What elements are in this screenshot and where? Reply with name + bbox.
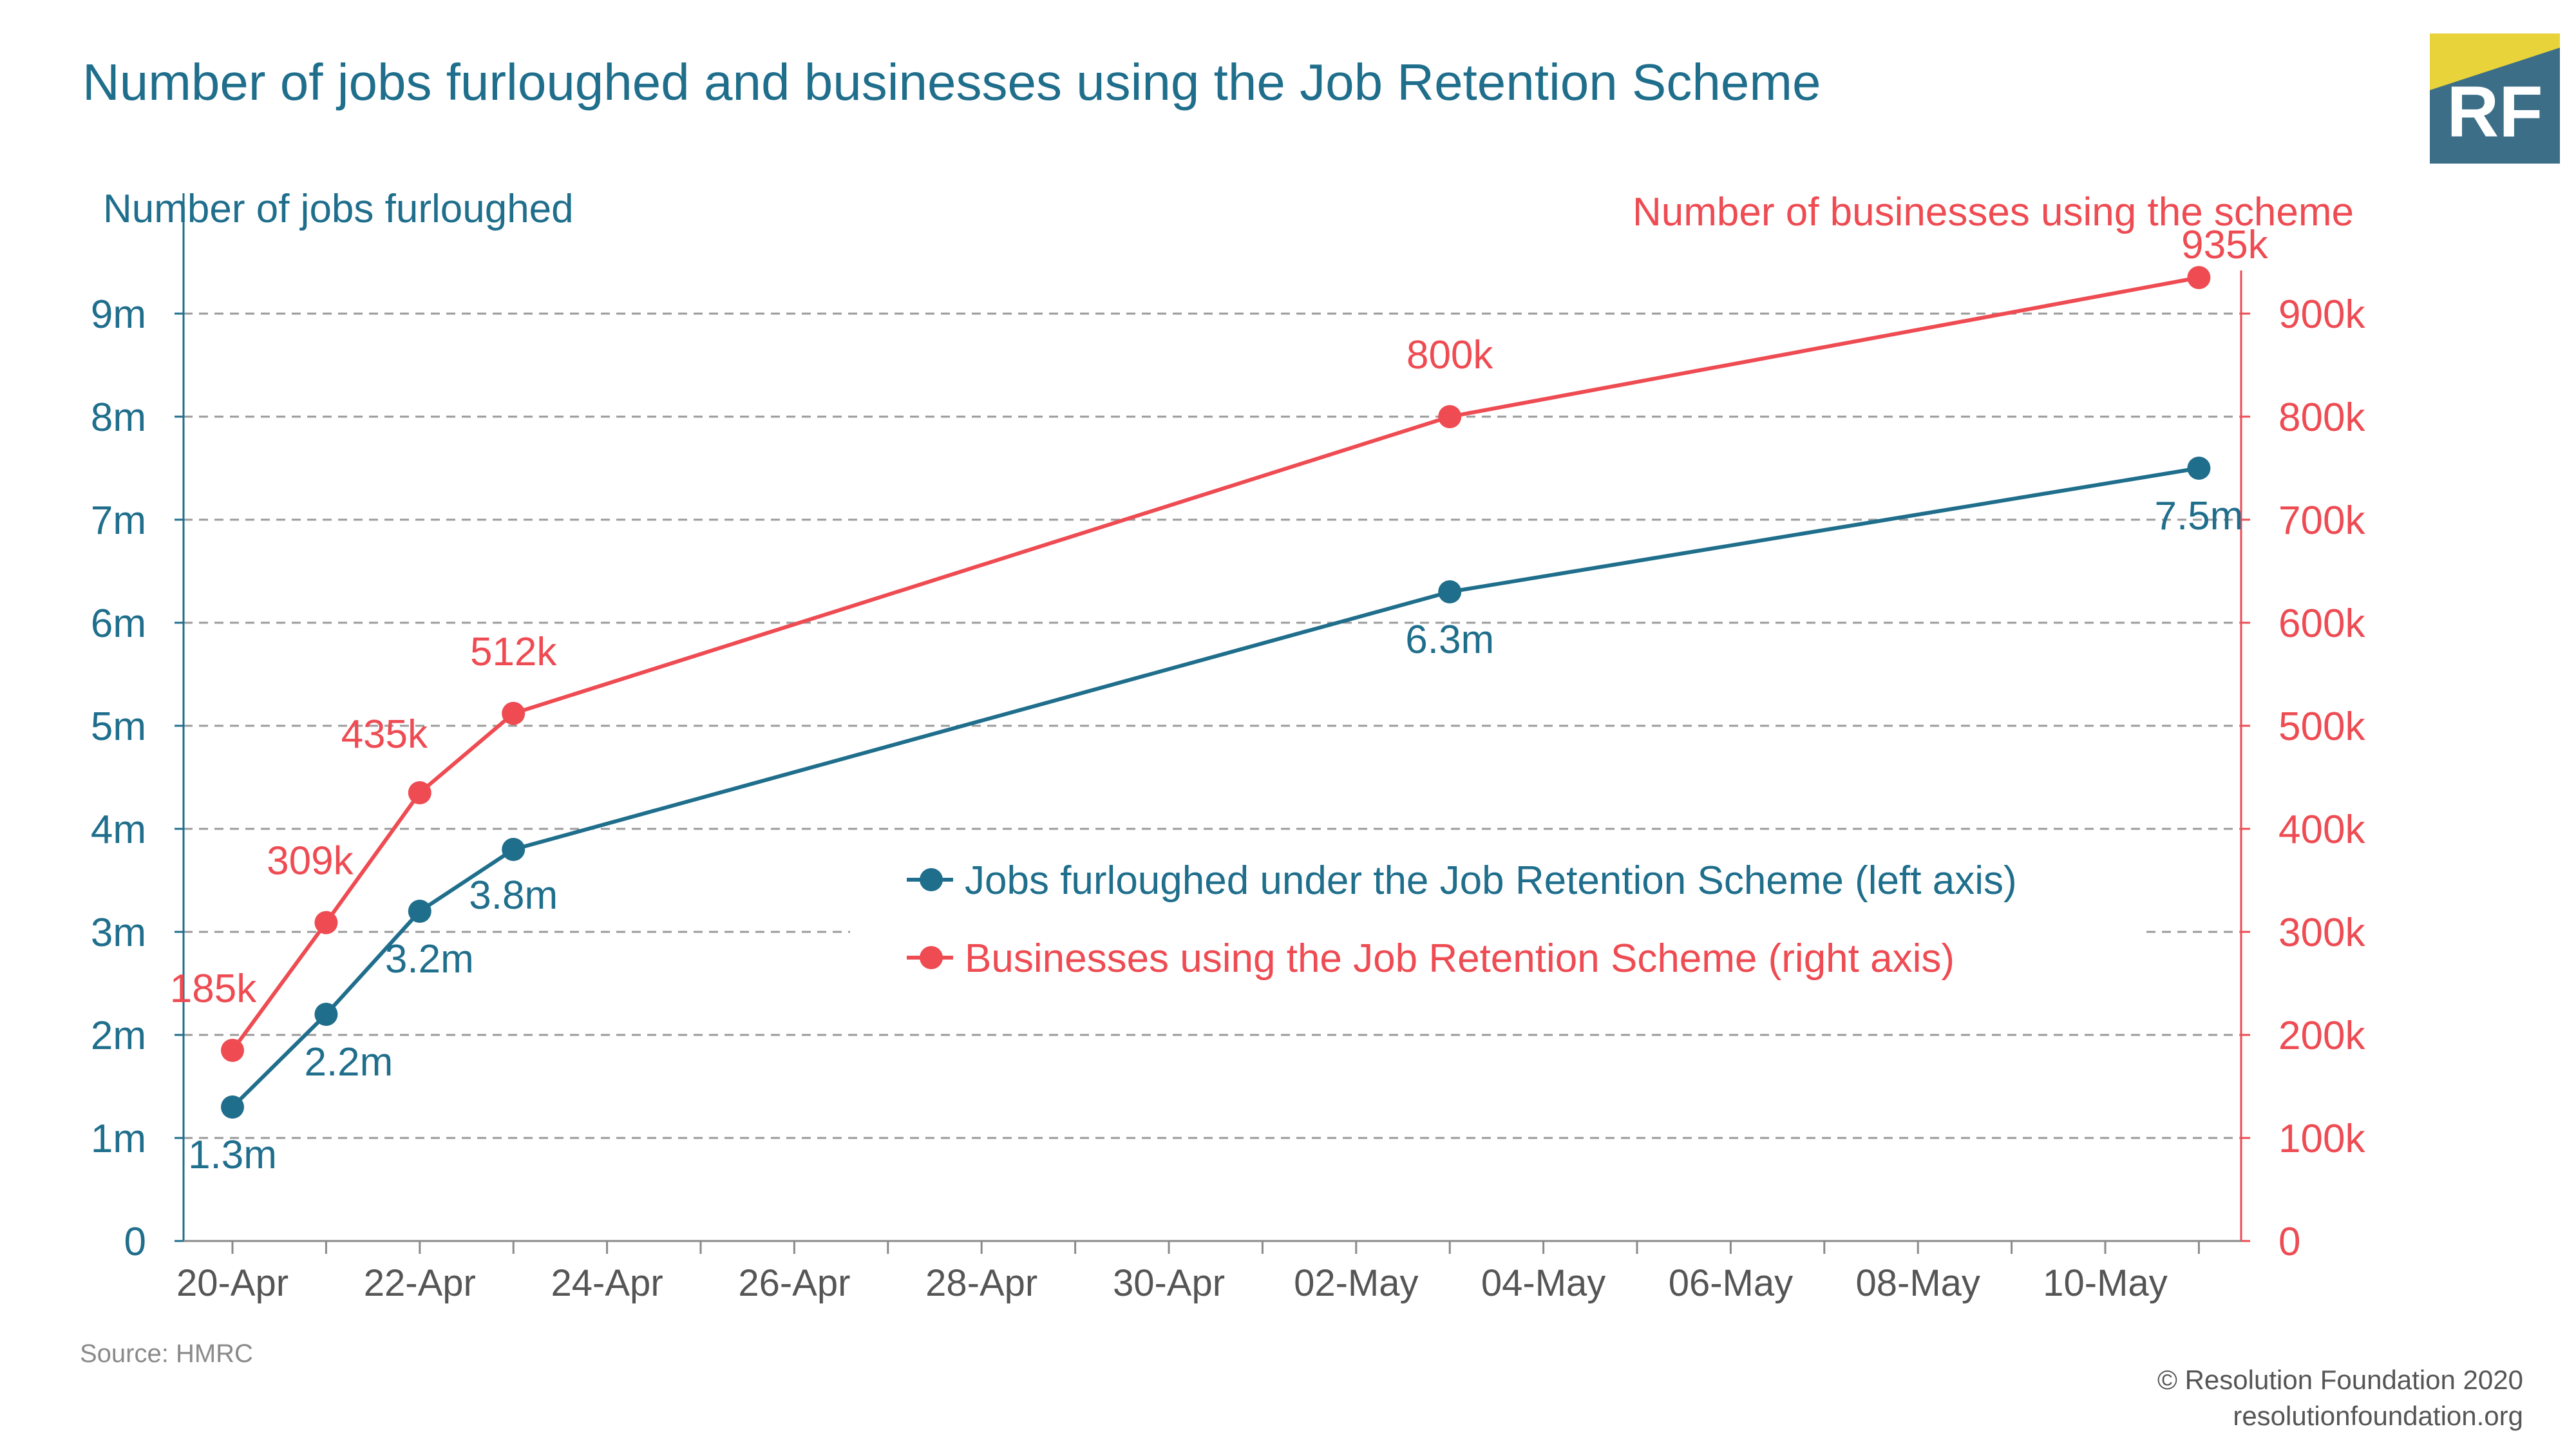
logo-text: RF: [2447, 71, 2543, 152]
left-tick-label: 2m: [91, 1014, 146, 1058]
businesses-line: [231, 276, 2199, 1052]
x-tick-label: 26-Apr: [738, 1262, 850, 1304]
right-tick-label: 400k: [2278, 808, 2365, 852]
jobs-data-point: [1438, 580, 1462, 603]
x-tick-label: 20-Apr: [176, 1262, 289, 1304]
x-tick-label: 24-Apr: [551, 1262, 663, 1304]
resolution-foundation-logo: RF: [2430, 33, 2560, 164]
footer: © Resolution Foundation 2020 resolutionf…: [2157, 1362, 2523, 1434]
businesses-data-point: [221, 1039, 244, 1062]
jobs-data-point: [502, 838, 526, 861]
data-label: 935k: [2181, 223, 2268, 267]
data-label: 7.5m: [2154, 494, 2243, 538]
jobs-furloughed-line: [231, 466, 2199, 1109]
left-tick-label: 8m: [91, 395, 146, 440]
legend-marker: [920, 946, 943, 969]
data-label: 800k: [1406, 333, 1493, 377]
x-tick-label: 02-May: [1294, 1262, 1418, 1304]
right-axis-label: Number of businesses using the scheme: [1633, 190, 2354, 234]
left-tick-label: 1m: [91, 1117, 146, 1161]
right-tick-label: 100k: [2278, 1117, 2365, 1161]
legend: Jobs furloughed under the Job Retention …: [850, 841, 2145, 981]
businesses-data-point: [502, 701, 526, 725]
left-axis-ticks: 0 1m 2m 3m 4m 5m 6m 7m 8m 9m: [91, 292, 184, 1264]
businesses-data-point: [408, 781, 431, 804]
x-tick-label: 22-Apr: [364, 1262, 476, 1304]
left-tick-label: 5m: [91, 705, 146, 749]
left-tick-label: 6m: [91, 601, 146, 646]
data-label: 309k: [267, 839, 354, 884]
left-tick-label: 9m: [91, 292, 146, 337]
logo-accent: [2430, 33, 2560, 90]
businesses-data-point: [2187, 266, 2211, 289]
right-tick-label: 0: [2278, 1220, 2300, 1264]
source-note: Source: HMRC: [80, 1340, 253, 1368]
right-tick-label: 700k: [2278, 498, 2365, 543]
jobs-data-point: [408, 900, 431, 923]
legend-background: [850, 919, 2145, 977]
x-tick-label: 04-May: [1481, 1262, 1605, 1304]
right-tick-label: 500k: [2278, 705, 2365, 749]
x-tick-label: 06-May: [1669, 1262, 1793, 1304]
data-label: 435k: [341, 712, 428, 757]
data-label: 2.2m: [304, 1040, 393, 1084]
axes: [182, 193, 2242, 1242]
data-label: 1.3m: [188, 1133, 277, 1177]
x-tick-label: 08-May: [1855, 1262, 1980, 1304]
data-label: 512k: [470, 630, 557, 674]
data-label: 3.2m: [385, 937, 474, 981]
left-tick-label: 0: [124, 1220, 146, 1264]
left-tick-label: 4m: [91, 808, 146, 852]
data-label: 6.3m: [1405, 618, 1494, 662]
legend-label: Jobs furloughed under the Job Retention …: [965, 858, 2017, 903]
right-tick-label: 300k: [2278, 911, 2365, 955]
left-axis-label: Number of jobs furloughed: [103, 187, 574, 231]
right-axis-ticks: 0 100k 200k 300k 400k 500k 600k 700k 800k 900k: [2241, 292, 2365, 1264]
x-tick-label: 28-Apr: [925, 1262, 1037, 1304]
x-tick-label: 30-Apr: [1113, 1262, 1225, 1304]
left-tick-label: 7m: [91, 498, 146, 543]
website-text: resolutionfoundation.org: [2233, 1401, 2523, 1431]
right-tick-label: 200k: [2278, 1014, 2365, 1058]
legend-marker: [920, 868, 943, 891]
jobs-data-point: [2187, 457, 2211, 480]
x-axis-ticks: 20-Apr 22-Apr 24-Apr 26-Apr 28-Apr 30-Apr 02-M…: [176, 1241, 2200, 1304]
data-label: 3.8m: [469, 873, 558, 918]
chart-title: Number of jobs furloughed and businesses…: [82, 53, 1821, 111]
right-tick-label: 900k: [2278, 292, 2365, 337]
legend-background: [850, 841, 2145, 899]
data-label: 185k: [170, 967, 257, 1011]
x-tick-label: 10-May: [2043, 1262, 2167, 1304]
gridlines: [184, 312, 2241, 1139]
right-tick-label: 800k: [2278, 395, 2365, 440]
right-tick-label: 600k: [2278, 601, 2365, 646]
copyright-text: © Resolution Foundation 2020: [2157, 1365, 2523, 1395]
businesses-data-point: [1438, 405, 1462, 428]
left-tick-label: 3m: [91, 911, 146, 955]
series: 1.3m 2.2m 3.2m 3.8m 6.3m 7.5m 185k 309k 435k 512k…: [170, 223, 2269, 1177]
jobs-data-point: [221, 1095, 244, 1119]
legend-label: Businesses using the Job Retention Schem…: [965, 936, 1955, 981]
jobs-data-point: [314, 1003, 338, 1026]
businesses-data-point: [314, 911, 338, 934]
